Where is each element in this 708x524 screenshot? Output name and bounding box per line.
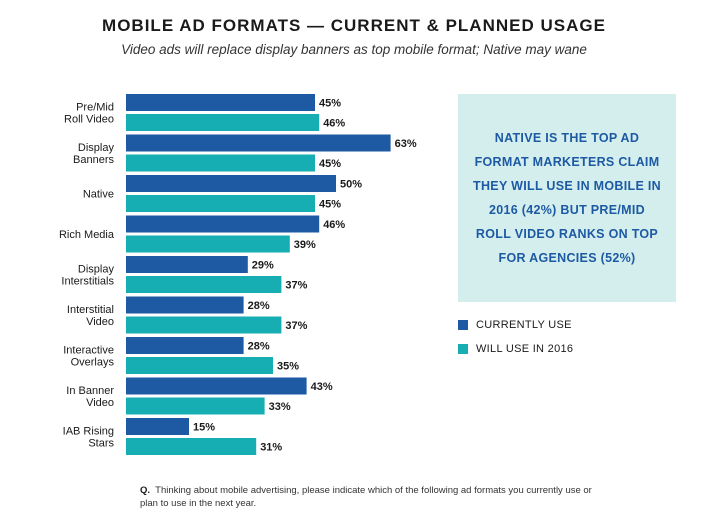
value-label: 45%: [319, 98, 341, 110]
footnote: Q. Thinking about mobile advertising, pl…: [140, 484, 610, 510]
legend-swatch-current: [458, 320, 468, 330]
category-label: IAB Rising: [63, 426, 114, 438]
category-label: Display: [78, 142, 115, 154]
value-label: 39%: [294, 239, 316, 251]
bar-current: [126, 134, 391, 152]
category-label: Stars: [88, 438, 114, 450]
value-label: 37%: [285, 320, 307, 332]
value-label: 37%: [285, 280, 307, 292]
value-label: 33%: [269, 401, 291, 413]
value-label: 35%: [277, 361, 299, 373]
bar-current: [126, 215, 320, 233]
footnote-prefix: Q.: [140, 485, 151, 496]
bar-planned: [126, 316, 282, 334]
category-label: Interstitials: [61, 276, 114, 288]
value-label: 45%: [319, 158, 341, 170]
category-label: Overlays: [71, 357, 115, 369]
value-label: 46%: [323, 118, 345, 130]
footnote-text: Thinking about mobile advertising, pleas…: [140, 485, 592, 509]
category-label: Video: [86, 397, 114, 409]
category-label: Roll Video: [64, 114, 114, 126]
legend-item-planned: WILL USE IN 2016: [458, 342, 573, 356]
legend: CURRENTLY USE WILL USE IN 2016: [458, 318, 573, 366]
category-label: Banners: [73, 154, 114, 166]
bar-current: [126, 256, 248, 273]
value-label: 45%: [319, 199, 341, 211]
value-label: 28%: [248, 300, 270, 312]
value-label: 28%: [248, 341, 270, 353]
category-label: Rich Media: [59, 229, 115, 241]
value-label: 29%: [252, 260, 274, 272]
bar-current: [126, 337, 244, 354]
bar-planned: [126, 438, 257, 455]
category-label: Interstitial: [67, 304, 114, 316]
chart-title: MOBILE AD FORMATS — CURRENT & PLANNED US…: [102, 16, 606, 35]
category-label: Display: [78, 264, 115, 276]
bar-current: [126, 94, 315, 111]
legend-item-current: CURRENTLY USE: [458, 318, 573, 332]
legend-label-planned: WILL USE IN 2016: [476, 343, 574, 355]
legend-swatch-planned: [458, 344, 468, 354]
callout-text: NATIVE IS THE TOP AD FORMAT MARKETERS CL…: [473, 131, 661, 265]
callout-box: NATIVE IS THE TOP AD FORMAT MARKETERS CL…: [458, 94, 676, 302]
value-label: 63%: [395, 138, 417, 150]
bar-planned: [126, 235, 290, 253]
category-label: In Banner: [66, 385, 114, 397]
value-label: 43%: [311, 381, 333, 393]
bar-current: [126, 377, 307, 395]
bar-current: [126, 296, 244, 314]
bar-current: [126, 175, 336, 192]
value-label: 15%: [193, 422, 215, 434]
bar-current: [126, 418, 189, 435]
bar-planned: [126, 357, 273, 374]
bar-planned: [126, 276, 282, 293]
bar-planned: [126, 397, 265, 415]
category-label: Pre/Mid: [76, 102, 114, 114]
category-label: Native: [83, 189, 114, 201]
bar-planned: [126, 195, 315, 212]
bar-planned: [126, 154, 315, 172]
bar-planned: [126, 114, 320, 131]
category-label: Video: [86, 316, 114, 328]
value-label: 31%: [260, 442, 282, 454]
category-label: Interactive: [63, 345, 114, 357]
value-label: 50%: [340, 179, 362, 191]
legend-label-current: CURRENTLY USE: [476, 319, 572, 331]
value-label: 46%: [323, 219, 345, 231]
chart-subtitle: Video ads will replace display banners a…: [121, 42, 587, 57]
